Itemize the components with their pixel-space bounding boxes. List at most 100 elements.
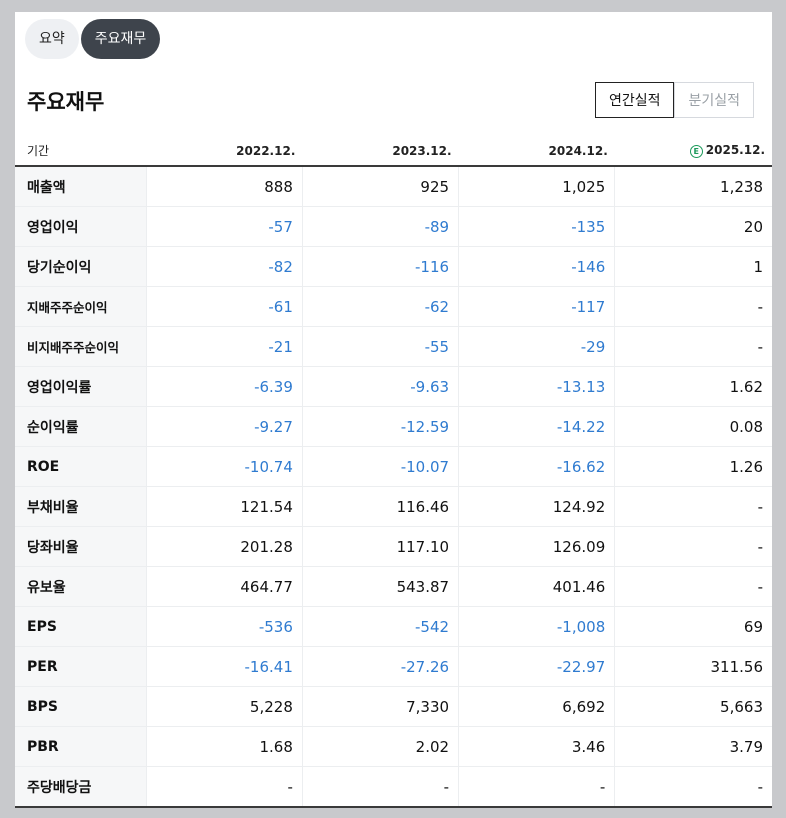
table-cell: -22.97 xyxy=(458,646,615,687)
table-cell: 543.87 xyxy=(301,566,459,607)
table-cell: -82 xyxy=(145,246,303,287)
column-header: 2022.12. xyxy=(146,136,303,167)
table-row: 매출액 888 925 1,025 1,238 xyxy=(15,166,772,207)
column-header: 2024.12. xyxy=(458,136,615,167)
table-cell: -1,008 xyxy=(458,606,615,647)
table-row: BPS 5,228 7,330 6,692 5,663 xyxy=(15,686,772,727)
table-cell: 6,692 xyxy=(458,686,615,727)
table-row: 당좌비율 201.28 117.10 126.09- xyxy=(15,526,772,567)
table-row: 지배주주순이익 -61 -62 -117- xyxy=(15,286,772,327)
table-row: 당기순이익 -82 -116 -146 1 xyxy=(15,246,772,287)
financials-table: 기간 2022.12. 2023.12. 2024.12. E 2025.12. … xyxy=(15,136,772,808)
table-cell: -6.39 xyxy=(145,366,303,407)
table-row: PER -16.41 -27.26 -22.97 311.56 xyxy=(15,646,772,687)
period-toggle: 연간실적 분기실적 xyxy=(594,82,754,118)
table-body: 매출액 888 925 1,025 1,238 영업이익 -57 -89 -135 20 당기순이익… xyxy=(15,166,772,808)
period-header: 기간 xyxy=(15,136,147,167)
table-cell: -61 xyxy=(145,286,303,327)
table-cell: 5,663 xyxy=(614,686,772,727)
table-cell: - xyxy=(614,766,772,808)
table-cell: - xyxy=(614,326,772,367)
table-row: 영업이익 -57 -89 -135 20 xyxy=(15,206,772,247)
table-cell: -62 xyxy=(301,286,459,327)
table-cell: 117.10 xyxy=(301,526,459,567)
table-cell: -542 xyxy=(301,606,459,647)
table-cell: 126.09 xyxy=(458,526,615,567)
table-cell: -89 xyxy=(301,206,459,247)
section-tabs: 요약 주요재무 xyxy=(25,19,162,59)
table-cell: -9.63 xyxy=(301,366,459,407)
table-cell: -27.26 xyxy=(301,646,459,687)
table-row: 부채비율 121.54 116.46 124.92- xyxy=(15,486,772,527)
row-label: ROE xyxy=(15,446,147,487)
table-row: PBR 1.68 2.02 3.46 3.79 xyxy=(15,726,772,767)
table-cell: 1 xyxy=(614,246,772,287)
table-cell: -12.59 xyxy=(301,406,459,447)
table-cell: 20 xyxy=(614,206,772,247)
table-cell: -29 xyxy=(458,326,615,367)
table-cell: 1.62 xyxy=(614,366,772,407)
table-row: 비지배주주순이익 -21 -55 -29- xyxy=(15,326,772,367)
row-label: BPS xyxy=(15,686,147,727)
table-cell: 925 xyxy=(301,166,459,207)
table-cell: 7,330 xyxy=(301,686,459,727)
table-row: 영업이익률 -6.39 -9.63 -13.13 1.62 xyxy=(15,366,772,407)
table-cell: 888 xyxy=(145,166,303,207)
row-label: 당좌비율 xyxy=(15,526,147,567)
annual-button[interactable]: 연간실적 xyxy=(594,82,675,118)
table-cell: -10.07 xyxy=(301,446,459,487)
table-cell: 1.26 xyxy=(614,446,772,487)
table-cell: 124.92 xyxy=(458,486,615,527)
table-cell: 1.68 xyxy=(145,726,303,767)
table-cell: -55 xyxy=(301,326,459,367)
table-row: 유보율 464.77 543.87 401.46- xyxy=(15,566,772,607)
table-cell: - xyxy=(614,566,772,607)
estimate-icon: E xyxy=(689,145,703,158)
table-cell: - xyxy=(614,526,772,567)
table-cell: 0.08 xyxy=(614,406,772,447)
table-cell: -146 xyxy=(458,246,615,287)
row-label: 유보율 xyxy=(15,566,147,607)
table-cell: 69 xyxy=(614,606,772,647)
row-label: 부채비율 xyxy=(15,486,147,527)
table-cell: 2.02 xyxy=(301,726,459,767)
table-cell: 121.54 xyxy=(145,486,303,527)
table-cell: 201.28 xyxy=(145,526,303,567)
tab-summary[interactable]: 요약 xyxy=(25,19,79,59)
tab-key-financials[interactable]: 주요재무 xyxy=(80,19,161,59)
row-label: 영업이익률 xyxy=(15,366,147,407)
table-cell: 1,238 xyxy=(614,166,772,207)
table-cell: -14.22 xyxy=(458,406,615,447)
table-cell: 1,025 xyxy=(458,166,615,207)
table-cell: - xyxy=(614,486,772,527)
table-cell: 401.46 xyxy=(458,566,615,607)
row-label: 비지배주주순이익 xyxy=(15,326,147,367)
row-label: PBR xyxy=(15,726,147,767)
table-row: 주당배당금 - - - - xyxy=(15,766,772,808)
row-label: 매출액 xyxy=(15,166,147,207)
table-cell: -57 xyxy=(145,206,303,247)
row-label: 영업이익 xyxy=(15,206,147,247)
table-cell: -536 xyxy=(145,606,303,647)
table-cell: - xyxy=(301,766,459,808)
financials-panel: 요약 주요재무 주요재무 연간실적 분기실적 기간 2022.12. 2023.… xyxy=(15,12,772,808)
column-header: 2023.12. xyxy=(302,136,459,167)
table-row: EPS -536 -542 -1,008 69 xyxy=(15,606,772,647)
table-cell: -16.62 xyxy=(458,446,615,487)
table-cell: -16.41 xyxy=(145,646,303,687)
table-cell: - xyxy=(145,766,303,808)
table-cell: 3.79 xyxy=(614,726,772,767)
table-cell: -21 xyxy=(145,326,303,367)
table-cell: -9.27 xyxy=(145,406,303,447)
row-label: 지배주주순이익 xyxy=(15,286,147,327)
row-label: 순이익률 xyxy=(15,406,147,447)
table-header-row: 기간 2022.12. 2023.12. 2024.12. E 2025.12. xyxy=(15,136,772,167)
table-cell: -13.13 xyxy=(458,366,615,407)
table-cell: -117 xyxy=(458,286,615,327)
column-header-label: 2025.12. xyxy=(705,143,765,157)
table-cell: 116.46 xyxy=(301,486,459,527)
table-cell: -116 xyxy=(301,246,459,287)
page-title: 주요재무 xyxy=(27,90,105,114)
quarterly-button[interactable]: 분기실적 xyxy=(674,82,754,118)
table-cell: - xyxy=(614,286,772,327)
